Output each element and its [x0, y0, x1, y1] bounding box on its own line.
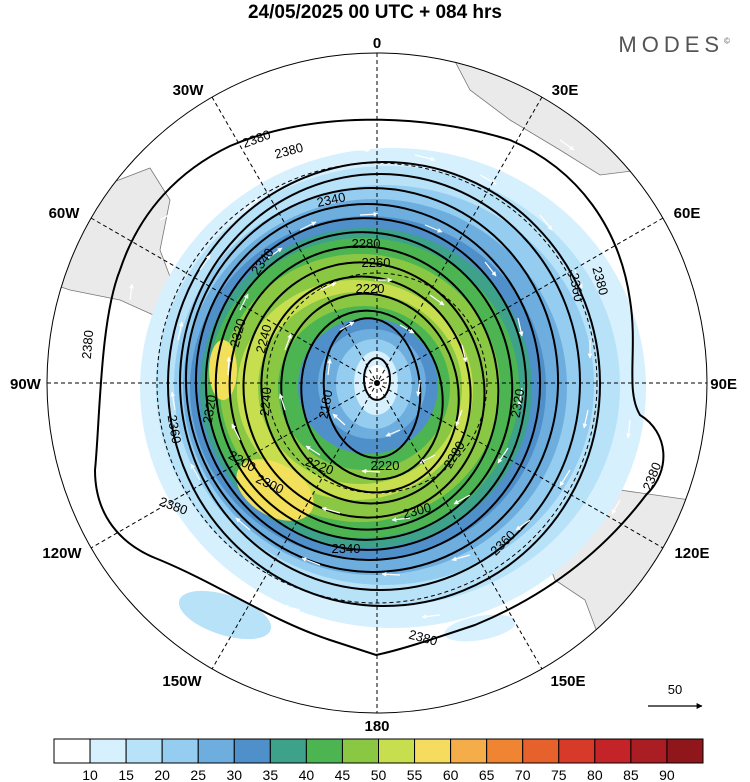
colorbar-swatch — [594, 738, 632, 764]
colorbar-tick-label: 75 — [551, 767, 567, 782]
contour-label: 2240 — [257, 387, 274, 417]
lon-label-180: 180 — [364, 718, 389, 735]
colorbar-swatch — [558, 738, 596, 764]
colorbar-swatch — [522, 738, 560, 764]
vector-legend: 50 — [648, 682, 703, 709]
height-contours — [93, 118, 665, 657]
lon-label-150w: 150W — [162, 673, 202, 690]
lon-label-90w: 90W — [10, 376, 42, 393]
colorbar-tick-label: 50 — [371, 767, 387, 782]
colorbar-swatch — [378, 738, 416, 764]
colorbar-swatch — [414, 738, 452, 764]
lon-label-30e: 30E — [552, 82, 579, 99]
contour-label: 2380 — [79, 330, 96, 360]
colorbar: 10 15 20 25 30 35 40 45 50 55 60 65 70 75 80 85 90 — [53, 738, 704, 782]
brand-name: MODES — [618, 32, 725, 57]
colorbar-swatch — [89, 738, 127, 764]
contour-label: 2380 — [240, 127, 272, 151]
colorbar-tick-label: 25 — [190, 767, 206, 782]
south-pole-marker — [374, 380, 380, 386]
contour-label: 2320 — [200, 394, 220, 425]
colorbar-tick-label: 80 — [587, 767, 603, 782]
colorbar-swatch — [305, 738, 343, 764]
colorbar-tick-label: 55 — [407, 767, 423, 782]
colorbar-tick-label: 15 — [118, 767, 134, 782]
contour-label: 2300 — [401, 500, 433, 522]
colorbar-swatch — [161, 738, 199, 764]
contour-label: 2260 — [362, 255, 391, 270]
colorbar-tick-label: 85 — [623, 767, 639, 782]
lon-label-120w: 120W — [42, 545, 82, 562]
contour-label: 2340 — [315, 189, 346, 210]
longitude-labels: 0 30E 60E 90E 120E 150E 180 150W 120W 90… — [10, 35, 737, 735]
brand-logo: MODES© — [618, 32, 730, 58]
map-border — [46, 52, 708, 714]
lon-label-0: 0 — [373, 35, 381, 52]
lon-label-120e: 120E — [674, 545, 709, 562]
lon-label-150e: 150E — [550, 673, 585, 690]
colorbar-tick-label: 35 — [263, 767, 279, 782]
contour-label: 2240 — [253, 323, 275, 355]
contour-label: 2180 — [316, 389, 336, 420]
contour-label: 2360 — [567, 272, 587, 303]
colorbar-swatch — [630, 738, 668, 764]
colorbar-swatch — [341, 738, 380, 764]
lon-label-60w: 60W — [49, 205, 81, 222]
colorbar-tick-label: 60 — [443, 767, 459, 782]
lon-label-90e: 90E — [710, 376, 737, 393]
map-title: 24/05/2025 00 UTC + 084 hrs — [247, 2, 503, 23]
colorbar-tick-label: 30 — [226, 767, 242, 782]
contour-label: 2220 — [371, 458, 400, 473]
colorbar-swatch — [666, 738, 704, 764]
colorbar-tick-label: 65 — [479, 767, 495, 782]
contour-label: 2220 — [356, 281, 385, 296]
colorbar-tick-label: 10 — [82, 767, 98, 782]
colorbar-swatch — [269, 738, 307, 764]
colorbar-tick-label: 20 — [154, 767, 170, 782]
colorbar-tick-label: 45 — [335, 767, 351, 782]
colorbar-swatch — [233, 738, 271, 764]
colorbar-swatch — [450, 738, 488, 764]
colorbar-tick-label: 40 — [299, 767, 315, 782]
contour-label: 2380 — [589, 265, 611, 297]
contour-label: 2340 — [332, 541, 361, 556]
colorbar-tick-label: 70 — [515, 767, 531, 782]
colorbar-swatch — [125, 738, 163, 764]
contour-label: 2320 — [508, 388, 528, 419]
contour-label: 2320 — [227, 317, 249, 349]
colorbar-swatch — [197, 738, 235, 764]
brand-mark: © — [724, 36, 730, 46]
vector-legend-label: 50 — [668, 682, 682, 697]
colorbar-tick-label: 90 — [659, 767, 675, 782]
lon-label-60e: 60E — [674, 205, 701, 222]
contour-label: 2380 — [407, 627, 439, 649]
colorbar-swatch — [486, 738, 524, 764]
contour-label: 2280 — [352, 236, 381, 251]
colorbar-swatch — [53, 738, 91, 764]
map-body — [47, 53, 707, 713]
contour-label: 2360 — [165, 414, 185, 445]
wind-vectors — [124, 98, 631, 619]
contour-label: 2380 — [273, 140, 305, 162]
lon-label-30w: 30W — [173, 82, 205, 99]
